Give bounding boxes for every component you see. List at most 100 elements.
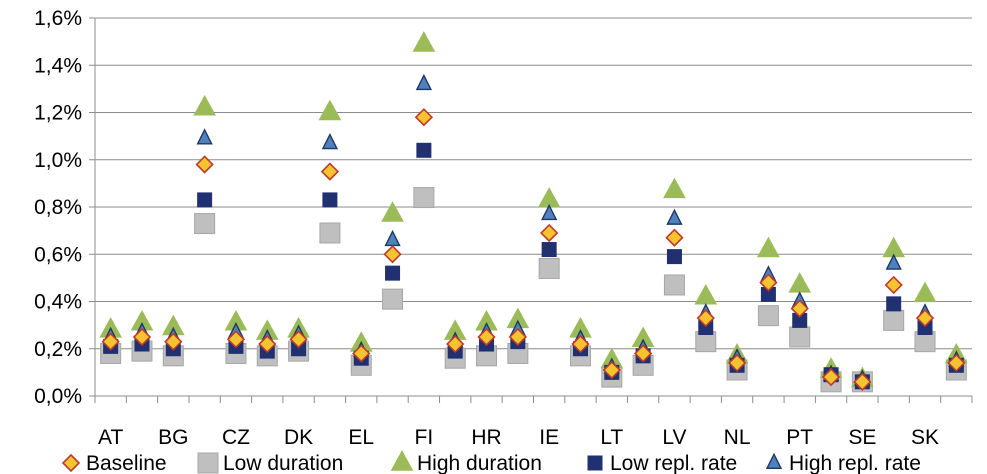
point-baseline — [195, 155, 214, 174]
x-tick-label: FI — [415, 426, 434, 449]
legend-item-low-repl-rate: Low repl. rate — [587, 452, 737, 474]
x-tick-label: PT — [786, 426, 813, 449]
x-tick-label: IE — [539, 426, 559, 449]
y-axis-tick-labels: 0,0% 0,2% 0,4% 0,6% 0,8% 1,0% 1,2% 1,4% 1,6% — [34, 7, 82, 408]
point-low-duration — [413, 187, 435, 209]
point-baseline — [383, 245, 402, 264]
point-baseline — [853, 372, 872, 391]
x-axis-tick-labels: AT BG CZ DK EL FI HR IE LT LV NL PT SE SK — [98, 426, 939, 449]
x-tick-label: NL — [724, 426, 751, 449]
point-baseline — [414, 108, 434, 127]
y-tick-label: 0,4% — [34, 291, 82, 314]
point-low-repl-rate — [197, 192, 213, 208]
legend-item-high-repl-rate: High repl. rate — [765, 452, 921, 474]
legend-label: High repl. rate — [789, 452, 921, 474]
x-tick-label: AT — [98, 426, 123, 449]
point-baseline — [226, 330, 246, 349]
axes — [89, 17, 973, 403]
point-low-repl-rate — [416, 142, 432, 158]
point-low-duration — [382, 288, 404, 310]
point-high-repl-rate — [321, 132, 339, 150]
point-baseline — [665, 228, 684, 247]
point-baseline — [508, 327, 527, 347]
legend-marker-baseline — [61, 453, 81, 473]
legend-item-high-duration: High duration — [390, 450, 542, 474]
point-baseline — [790, 299, 809, 318]
point-low-duration — [663, 274, 685, 296]
point-high-repl-rate — [666, 208, 683, 225]
x-tick-label: LV — [662, 426, 686, 449]
point-baseline — [821, 367, 841, 387]
x-tick-label: BG — [158, 426, 188, 449]
x-tick-label: HR — [471, 426, 501, 449]
point-baseline — [132, 327, 152, 347]
point-baseline — [884, 275, 903, 295]
legend-label: Low duration — [223, 452, 343, 474]
point-baseline — [320, 162, 340, 181]
point-low-duration — [789, 326, 811, 348]
y-tick-label: 0,0% — [34, 385, 82, 408]
point-high-duration — [193, 94, 216, 116]
point-high-duration — [694, 283, 718, 305]
point-baseline — [947, 353, 966, 373]
point-high-duration — [318, 99, 342, 121]
point-baseline — [540, 223, 559, 243]
point-high-repl-rate — [541, 203, 558, 221]
point-low-repl-rate — [322, 192, 338, 208]
y-tick-label: 1,4% — [34, 54, 82, 77]
point-baseline — [727, 353, 747, 373]
point-high-duration — [757, 236, 780, 258]
point-high-repl-rate — [885, 253, 902, 270]
y-tick-label: 1,6% — [34, 7, 82, 30]
data-points — [99, 31, 968, 393]
x-tick-label: SK — [911, 426, 939, 449]
point-baseline — [446, 334, 465, 354]
legend-marker-low-repl-rate — [587, 455, 603, 471]
point-high-duration — [663, 177, 686, 199]
legend-marker-high-duration — [390, 450, 414, 471]
point-high-duration — [788, 272, 812, 293]
x-tick-label: LT — [600, 426, 623, 449]
point-low-duration — [883, 309, 905, 331]
point-high-duration — [381, 201, 404, 222]
x-tick-label: DK — [284, 426, 313, 449]
point-baseline — [289, 330, 308, 349]
point-baseline — [915, 308, 935, 328]
y-tick-label: 0,6% — [34, 243, 82, 266]
point-baseline — [164, 332, 183, 351]
point-high-repl-rate — [415, 73, 433, 91]
point-baseline — [258, 334, 277, 354]
point-low-duration — [757, 305, 779, 327]
point-high-duration — [913, 281, 937, 303]
point-baseline — [759, 273, 778, 292]
y-tick-label: 0,2% — [34, 338, 82, 361]
legend-marker-low-duration — [197, 452, 219, 474]
point-low-duration — [194, 213, 216, 235]
y-tick-label: 1,0% — [34, 149, 82, 172]
point-low-duration — [538, 257, 560, 279]
point-baseline — [633, 344, 653, 363]
x-tick-label: CZ — [222, 426, 250, 449]
x-tick-label: SE — [848, 426, 876, 449]
point-baseline — [352, 344, 371, 363]
legend-marker-high-repl-rate — [765, 452, 783, 470]
legend-label: High duration — [417, 452, 542, 474]
point-high-duration — [412, 31, 436, 52]
point-baseline — [101, 332, 120, 351]
y-tick-label: 1,2% — [34, 102, 82, 125]
point-low-repl-rate — [541, 242, 557, 258]
point-low-repl-rate — [385, 265, 401, 281]
point-baseline — [571, 334, 590, 354]
legend: Baseline Low duration High duration Low rep… — [61, 450, 921, 474]
legend-item-low-duration: Low duration — [197, 452, 343, 474]
legend-label: Low repl. rate — [610, 452, 737, 474]
legend-item-baseline: Baseline — [61, 452, 167, 474]
point-baseline — [696, 308, 715, 328]
point-baseline — [477, 327, 496, 347]
point-low-duration — [319, 222, 341, 244]
y-tick-label: 0,8% — [34, 196, 82, 219]
point-high-repl-rate — [384, 229, 401, 247]
point-baseline — [602, 360, 621, 380]
gridlines — [95, 17, 972, 350]
